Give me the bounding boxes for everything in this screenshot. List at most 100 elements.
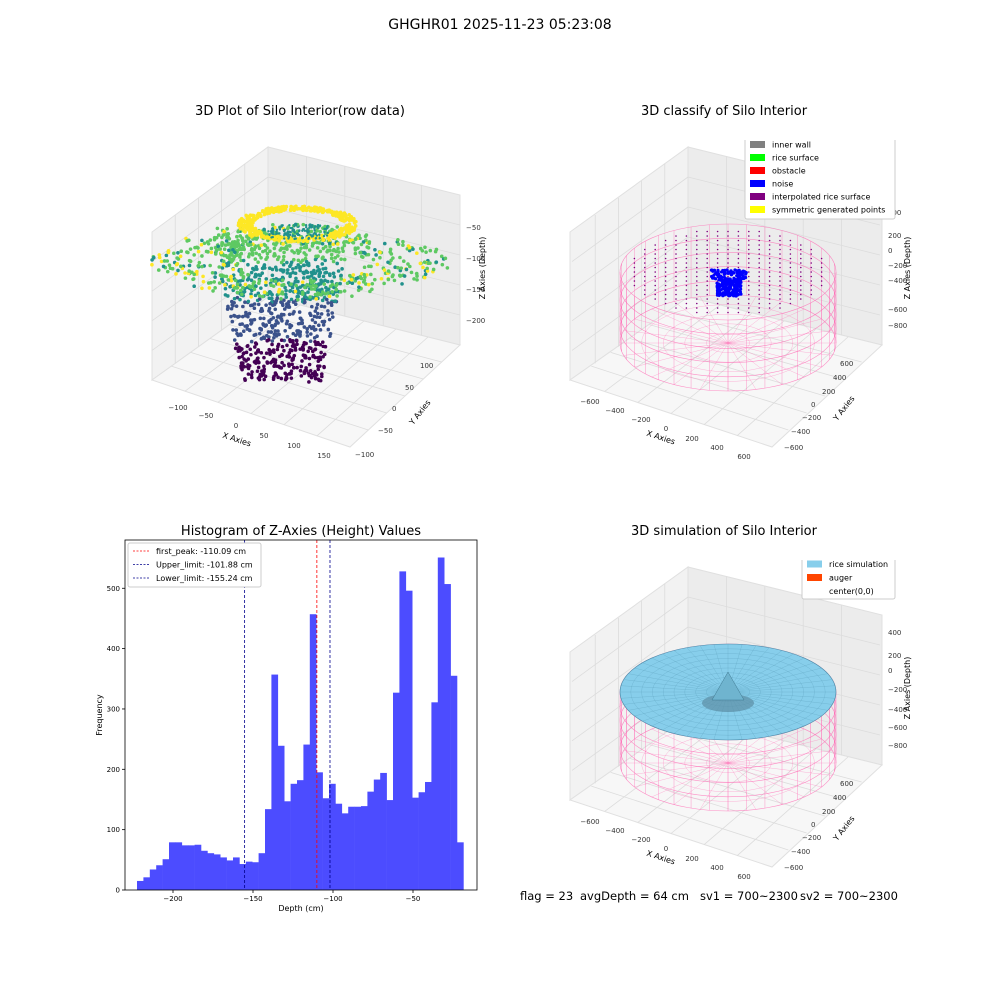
raw-point bbox=[234, 253, 239, 258]
raw-point bbox=[314, 297, 319, 301]
simulation-xtick: −600 bbox=[580, 818, 599, 826]
raw-point bbox=[188, 247, 193, 251]
raw-point bbox=[296, 279, 300, 284]
silo-wire-spoke bbox=[623, 762, 729, 776]
classify-interpolated-point bbox=[748, 293, 750, 296]
classify-interpolated-point bbox=[758, 248, 760, 251]
classify-interpolated-point bbox=[768, 284, 771, 287]
raw-point bbox=[280, 224, 283, 227]
raw-point bbox=[233, 278, 238, 283]
raw-point bbox=[282, 348, 286, 353]
raw-point bbox=[309, 326, 314, 331]
classify-interpolated-point bbox=[685, 266, 688, 269]
raw-point bbox=[321, 274, 326, 279]
raw-xtick: −50 bbox=[199, 412, 214, 420]
raw-point bbox=[246, 242, 250, 247]
classify-interpolated-point bbox=[748, 302, 750, 305]
classify-noise-point bbox=[714, 277, 718, 281]
classify-interpolated-point bbox=[737, 235, 740, 237]
raw-point bbox=[244, 350, 249, 355]
raw-point bbox=[230, 319, 235, 324]
raw-point bbox=[257, 297, 262, 301]
simulation-z-axis-label: Z Axies (Depth) bbox=[903, 657, 912, 720]
classify-noise-point bbox=[729, 280, 733, 284]
histogram-y-tick-label: 500 bbox=[107, 585, 120, 593]
simulation-ztick: −200 bbox=[888, 686, 907, 694]
raw-ytick: −100 bbox=[355, 451, 374, 459]
classify-interpolated-point bbox=[800, 284, 802, 287]
raw-point bbox=[304, 253, 308, 257]
raw-point bbox=[250, 213, 255, 218]
simulation-xtick: 0 bbox=[664, 845, 668, 853]
classify-interpolated-point bbox=[810, 275, 812, 278]
raw-point bbox=[285, 260, 289, 265]
raw-point bbox=[236, 229, 240, 234]
raw-point bbox=[333, 256, 338, 260]
raw-point bbox=[443, 256, 448, 261]
raw-point bbox=[348, 228, 353, 233]
classify-interpolated-point bbox=[737, 307, 740, 309]
simulation-plot-title: 3D simulation of Silo Interior bbox=[631, 524, 817, 539]
raw-point bbox=[274, 332, 279, 337]
raw-point bbox=[175, 256, 179, 260]
raw-point bbox=[293, 289, 298, 294]
raw-point bbox=[323, 258, 327, 263]
raw-point bbox=[264, 303, 268, 307]
raw-point bbox=[299, 364, 304, 369]
raw-point bbox=[300, 359, 304, 363]
raw-point bbox=[308, 339, 313, 343]
raw-point bbox=[310, 318, 315, 322]
raw-point bbox=[248, 318, 253, 323]
histogram-bar bbox=[405, 590, 413, 890]
classify-interpolated-point bbox=[685, 280, 688, 282]
classify-interpolated-point bbox=[800, 275, 802, 278]
classify-interpolated-point bbox=[727, 262, 729, 264]
raw-point bbox=[282, 246, 287, 251]
raw-point bbox=[332, 275, 337, 279]
raw-point bbox=[312, 336, 317, 340]
raw-point bbox=[386, 260, 390, 265]
raw-point bbox=[287, 364, 291, 368]
raw-point bbox=[308, 295, 312, 299]
histogram-bar bbox=[412, 797, 419, 890]
raw-point bbox=[243, 377, 247, 381]
raw-point bbox=[272, 374, 276, 379]
classify-interpolated-point bbox=[654, 284, 656, 287]
simulation-xtick: 400 bbox=[710, 864, 723, 872]
raw-point bbox=[345, 281, 350, 286]
classify-interpolated-point bbox=[706, 302, 708, 305]
rice-surface-mesh-spoke bbox=[628, 691, 729, 711]
classify-interpolated-point bbox=[685, 307, 688, 309]
raw-point bbox=[230, 253, 234, 257]
raw-point bbox=[179, 249, 184, 253]
raw-point bbox=[242, 289, 247, 294]
rice-surface-mesh-spoke bbox=[620, 691, 729, 699]
classify-noise-point bbox=[724, 286, 728, 290]
raw-point bbox=[196, 246, 200, 250]
silo-wire-spoke bbox=[727, 296, 757, 344]
classify-interpolated-point bbox=[696, 253, 698, 255]
classify-interpolated-point bbox=[664, 284, 667, 287]
silo-wire-spoke bbox=[673, 301, 729, 344]
histogram-bar bbox=[226, 860, 234, 890]
raw-point bbox=[200, 254, 204, 258]
raw-point bbox=[227, 242, 232, 246]
classify-noise-point bbox=[723, 272, 727, 276]
raw-point bbox=[319, 304, 324, 309]
classify-interpolated-point bbox=[820, 262, 823, 264]
raw-point bbox=[221, 259, 226, 264]
raw-point bbox=[209, 246, 214, 251]
silo-wire-spoke bbox=[727, 342, 805, 378]
raw-point bbox=[247, 284, 252, 288]
classify-interpolated-point bbox=[758, 298, 760, 300]
raw-point bbox=[348, 238, 352, 243]
raw-point bbox=[273, 307, 278, 312]
classify-z-axis-label: Z Axies (Depth) bbox=[903, 237, 912, 300]
raw-point bbox=[295, 329, 299, 333]
raw-point bbox=[321, 237, 326, 242]
classify-interpolated-point bbox=[727, 307, 729, 309]
rice-surface-mesh-spoke bbox=[662, 653, 729, 693]
raw-point bbox=[297, 310, 302, 314]
simulation-legend-label: auger bbox=[829, 574, 853, 583]
raw-point bbox=[257, 331, 262, 336]
